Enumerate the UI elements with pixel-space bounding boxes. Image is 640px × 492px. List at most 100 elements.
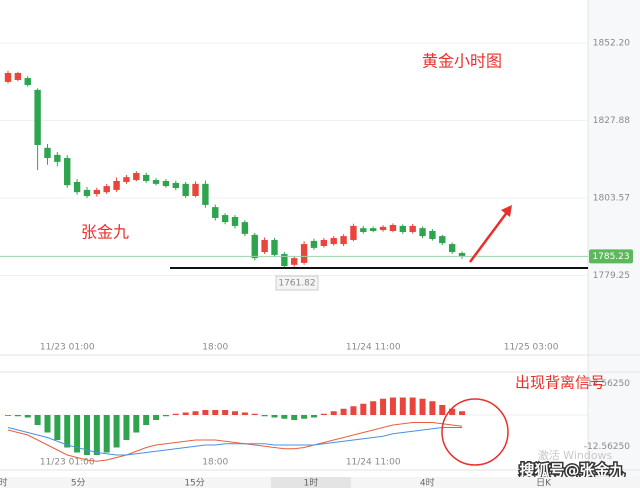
candle-body (409, 225, 416, 232)
macd-bar (261, 415, 268, 417)
candle-body (340, 236, 347, 245)
macd-bar (123, 415, 130, 440)
macd-line (7, 422, 463, 462)
candle-body (133, 173, 140, 181)
candle-body (399, 225, 406, 232)
candle-body (83, 189, 91, 196)
macd-bar (153, 415, 160, 420)
macd-bar (182, 412, 189, 415)
arrow-head (501, 205, 512, 217)
macd-bar (429, 401, 436, 415)
candle-body (14, 72, 22, 80)
x-tick-label: 18:00 (202, 458, 228, 468)
toolbar-tab[interactable]: 5分 (71, 478, 86, 489)
candle-body (231, 217, 239, 226)
candle-body (212, 207, 219, 218)
candle-body (152, 180, 160, 184)
macd-bar (251, 413, 258, 415)
y-tick-label: 1852.20 (593, 39, 630, 49)
macd-bar (24, 415, 31, 418)
candle-body (142, 174, 150, 181)
candle-body (44, 147, 51, 159)
macd-bar (370, 401, 377, 415)
candle-body (350, 225, 357, 240)
candle-body (300, 244, 308, 263)
candle-body (182, 183, 189, 196)
candle-body (172, 182, 179, 189)
candle-body (34, 89, 41, 145)
toolbar-tab[interactable]: 15分 (184, 478, 204, 489)
x-tick-label: 11/23 01:00 (40, 343, 95, 353)
macd-line (7, 427, 463, 456)
macd-bar (44, 415, 51, 433)
macd-bar (74, 415, 81, 453)
price-axis-bg (588, 0, 640, 478)
candle-body (310, 240, 318, 248)
candle-body (73, 181, 81, 193)
candle-body (93, 189, 101, 195)
candle-body (448, 244, 456, 253)
macd-bar (34, 415, 41, 425)
x-tick-label: 11/23 01:00 (40, 458, 95, 468)
macd-bar (212, 410, 219, 415)
os-watermark: 激活 Windows (538, 448, 613, 462)
macd-bar (83, 415, 90, 455)
candle-body (162, 180, 170, 187)
macd-bar (350, 406, 357, 415)
watermark: 搜狐号@张金九 (519, 462, 624, 480)
macd-bar (409, 397, 416, 415)
candle-body (123, 177, 130, 182)
macd-bar (222, 410, 229, 415)
candle-body (241, 222, 249, 234)
macd-bar (103, 415, 110, 453)
x-tick-label: 11/24 11:00 (346, 458, 401, 468)
macd-bar (133, 415, 140, 433)
macd-bar (360, 403, 367, 415)
candle-body (271, 239, 278, 255)
candle-body (439, 236, 446, 244)
toolbar-active (270, 477, 351, 488)
macd-bar (162, 415, 169, 417)
candle-body (251, 234, 258, 259)
macd-bar (241, 412, 248, 415)
macd-bar (449, 408, 456, 415)
toolbar-tab[interactable]: 日K (536, 478, 552, 489)
candle-body (389, 224, 397, 232)
chart-title: 黄金小时图 (422, 52, 502, 71)
candle-body (379, 226, 387, 231)
candle-body (192, 183, 199, 196)
candle-body (369, 228, 377, 232)
y-tick-label: 1803.57 (593, 193, 630, 203)
macd-bar (202, 410, 209, 415)
macd-bar (143, 415, 150, 425)
candle-body (291, 258, 298, 265)
candle-body (429, 231, 436, 239)
y-tick-label: -12.56250 (584, 442, 630, 452)
candle-body (281, 253, 288, 267)
toolbar-tab[interactable]: 时 (0, 477, 8, 489)
x-tick-label: 18:00 (202, 343, 228, 353)
candle-body (202, 183, 209, 205)
candle-body (64, 158, 71, 186)
macd-bar (281, 415, 288, 419)
macd-bar (113, 415, 120, 448)
macd-bar (380, 398, 387, 415)
arrow (468, 210, 510, 263)
macd-bar (14, 415, 21, 417)
toolbar-tab[interactable]: 1时 (304, 477, 319, 489)
y-tick-label: 12.56250 (587, 379, 630, 389)
macd-bar (459, 411, 466, 415)
macd-bar (64, 415, 71, 448)
candle-body (54, 154, 61, 162)
macd-bar (439, 405, 446, 415)
candle-body (419, 228, 426, 237)
y-tick-label: 1827.88 (593, 116, 630, 126)
low-label: 1761.82 (278, 279, 315, 289)
macd-bar (340, 408, 347, 415)
macd-bar (320, 413, 327, 415)
last-price-label: 1785.23 (592, 252, 629, 262)
macd-bar (232, 411, 239, 415)
macd-bar (291, 415, 298, 420)
toolbar-tab[interactable]: 4时 (420, 477, 435, 489)
